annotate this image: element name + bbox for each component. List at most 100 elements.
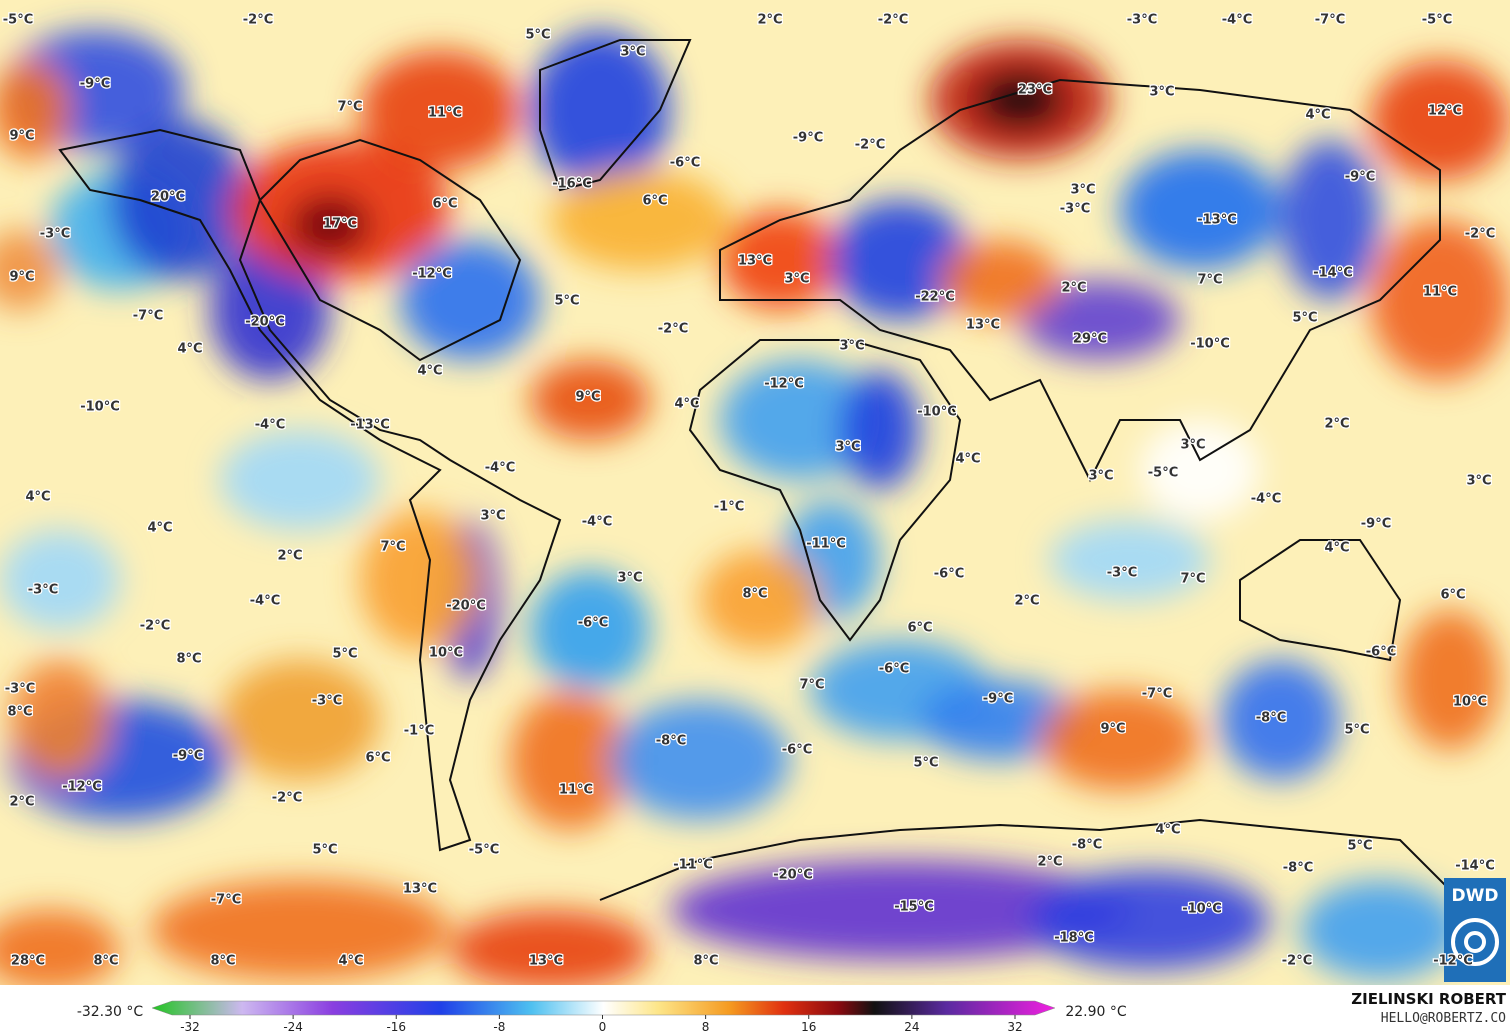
- temperature-label: 4°C: [1305, 108, 1330, 123]
- temperature-label: -2°C: [855, 138, 885, 153]
- temperature-label: 3°C: [480, 509, 505, 524]
- temperature-label: -4°C: [1222, 13, 1252, 28]
- temperature-label: 2°C: [1324, 417, 1349, 432]
- temperature-label: 10°C: [1453, 695, 1487, 710]
- logo-text: DWD: [1452, 886, 1499, 906]
- temperature-label: -4°C: [1251, 492, 1281, 507]
- temperature-blob: [830, 200, 970, 320]
- temperature-label: 6°C: [642, 194, 667, 209]
- temperature-label: 13°C: [966, 318, 1000, 333]
- temperature-label: -3°C: [1060, 202, 1090, 217]
- temperature-blob: [975, 70, 1065, 130]
- temperature-label: 7°C: [1180, 572, 1205, 587]
- temperature-label: -14°C: [1313, 266, 1353, 281]
- temperature-label: 5°C: [312, 843, 337, 858]
- temperature-label: 9°C: [9, 129, 34, 144]
- temperature-label: -4°C: [250, 594, 280, 609]
- temperature-label: 4°C: [674, 397, 699, 412]
- temperature-label: -8°C: [1256, 711, 1286, 726]
- temperature-label: 5°C: [1344, 723, 1369, 738]
- temperature-label: -3°C: [5, 682, 35, 697]
- temperature-label: -7°C: [211, 893, 241, 908]
- temperature-blob: [1040, 690, 1200, 790]
- temperature-label: -9°C: [793, 131, 823, 146]
- temperature-label: -3°C: [1127, 13, 1157, 28]
- temperature-label: 2°C: [1014, 594, 1039, 609]
- temperature-blob: [940, 240, 1060, 320]
- temperature-label: 6°C: [432, 197, 457, 212]
- temperature-blob: [720, 360, 880, 480]
- temperature-label: 5°C: [332, 647, 357, 662]
- temperature-blob: [670, 860, 1130, 960]
- temperature-label: 9°C: [575, 390, 600, 405]
- temperature-label: -13°C: [350, 418, 390, 433]
- temperature-label: -2°C: [1282, 954, 1312, 969]
- temperature-blob: [530, 570, 650, 690]
- colorbar: [151, 1000, 1056, 1016]
- temperature-label: -6°C: [578, 616, 608, 631]
- temperature-label: -4°C: [582, 515, 612, 530]
- temperature-label: 3°C: [1088, 469, 1113, 484]
- temperature-label: -2°C: [1465, 227, 1495, 242]
- temperature-label: -2°C: [243, 13, 273, 28]
- temperature-label: 13°C: [529, 954, 563, 969]
- temperature-blob: [450, 910, 650, 985]
- temperature-label: 7°C: [799, 678, 824, 693]
- temperature-blob: [1120, 150, 1280, 270]
- colorbar-tick-label: 0: [599, 1020, 607, 1034]
- temperature-label: 4°C: [25, 490, 50, 505]
- temperature-label: -2°C: [658, 322, 688, 337]
- temperature-label: 8°C: [693, 954, 718, 969]
- temperature-label: -6°C: [782, 743, 812, 758]
- temperature-label: -6°C: [1366, 645, 1396, 660]
- temperature-label: 9°C: [9, 270, 34, 285]
- logo-swirl: [1451, 918, 1499, 966]
- temperature-blob: [0, 230, 60, 310]
- temperature-blob: [510, 690, 630, 830]
- temperature-blob: [610, 700, 790, 820]
- temperature-label: 5°C: [1347, 839, 1372, 854]
- temperature-label: -5°C: [1422, 13, 1452, 28]
- temperature-label: 11°C: [428, 106, 462, 121]
- temperature-label: -9°C: [80, 77, 110, 92]
- temperature-blob: [1370, 220, 1510, 380]
- temperature-label: -11°C: [806, 537, 846, 552]
- temperature-label: -13°C: [1197, 213, 1237, 228]
- temperature-label: -6°C: [670, 156, 700, 171]
- temperature-label: -18°C: [1054, 931, 1094, 946]
- temperature-label: 7°C: [380, 540, 405, 555]
- temperature-label: -12°C: [412, 267, 452, 282]
- colorbar-max: 22.90 °C: [1065, 1004, 1127, 1020]
- temperature-label: 8°C: [210, 954, 235, 969]
- temperature-label: -12°C: [62, 780, 102, 795]
- temperature-blob: [1030, 870, 1270, 970]
- temperature-blob: [1400, 610, 1500, 750]
- colorbar-tick-label: -24: [283, 1020, 303, 1034]
- temperature-blob: [220, 430, 380, 530]
- temperature-label: -6°C: [879, 662, 909, 677]
- temperature-blob: [400, 240, 540, 360]
- temperature-label: 2°C: [277, 549, 302, 564]
- temperature-label: -20°C: [773, 868, 813, 883]
- temperature-label: 4°C: [177, 342, 202, 357]
- temperature-blob: [0, 60, 70, 160]
- temperature-blob: [0, 530, 120, 630]
- temperature-label: 6°C: [907, 621, 932, 636]
- temperature-label: 4°C: [338, 954, 363, 969]
- logo-swirl: [1464, 931, 1486, 953]
- temperature-label: -3°C: [1107, 566, 1137, 581]
- temperature-label: -15°C: [894, 900, 934, 915]
- temperature-label: -3°C: [40, 227, 70, 242]
- temperature-label: 3°C: [620, 45, 645, 60]
- colorbar-tick-label: 8: [702, 1020, 710, 1034]
- temperature-label: -10°C: [1190, 337, 1230, 352]
- temperature-label: -6°C: [934, 567, 964, 582]
- temperature-label: 3°C: [1466, 474, 1491, 489]
- temperature-label: 2°C: [9, 795, 34, 810]
- temperature-label: -7°C: [133, 309, 163, 324]
- temperature-blob: [150, 880, 450, 980]
- temperature-blob: [1370, 60, 1510, 180]
- colorbar-tick-label: 24: [904, 1020, 919, 1034]
- temperature-label: -12°C: [1433, 954, 1473, 969]
